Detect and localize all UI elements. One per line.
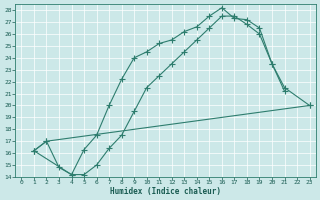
X-axis label: Humidex (Indice chaleur): Humidex (Indice chaleur) <box>110 187 221 196</box>
